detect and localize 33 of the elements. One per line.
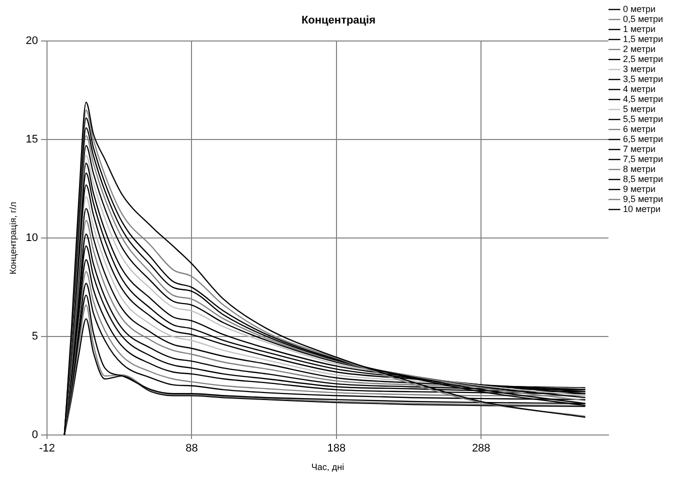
legend-label: 7 метри bbox=[622, 144, 656, 154]
chart-title: Концентрація bbox=[301, 14, 376, 27]
y-tick-label: 0 bbox=[32, 429, 38, 442]
y-axis-title: Концентрація, г/л bbox=[8, 202, 18, 274]
legend-label: 4,5 метри bbox=[622, 94, 663, 104]
legend-label: 3,5 метри bbox=[622, 74, 663, 84]
y-tick-label: 10 bbox=[26, 232, 38, 244]
legend-label: 4 метри bbox=[622, 84, 656, 94]
legend-label: 2 метри bbox=[622, 44, 656, 54]
legend-label: 5,5 метри bbox=[622, 114, 663, 124]
y-tick-label: 15 bbox=[26, 134, 38, 146]
x-tick-label: 188 bbox=[327, 442, 346, 455]
legend-label: 9 метри bbox=[622, 184, 656, 194]
legend-label: 6,5 метри bbox=[622, 134, 663, 144]
legend-label: 1 метри bbox=[622, 24, 656, 34]
legend-label: 6 метри bbox=[622, 124, 656, 134]
legend-label: 10 метри bbox=[622, 204, 660, 214]
x-axis-title: Час, дні bbox=[311, 462, 344, 472]
legend-label: 8 метри bbox=[622, 164, 656, 174]
x-tick-label: 88 bbox=[186, 442, 198, 455]
legend-label: 7,5 метри bbox=[622, 154, 663, 164]
x-tick-label: 288 bbox=[472, 442, 490, 455]
y-tick-label: 20 bbox=[26, 35, 38, 48]
legend-label: 0 метри bbox=[622, 4, 656, 14]
legend-label: 9,5 метри bbox=[622, 194, 663, 204]
legend-label: 5 метри bbox=[622, 104, 656, 114]
y-tick-label: 5 bbox=[32, 330, 38, 343]
legend-label: 0,5 метри bbox=[622, 14, 663, 24]
legend-label: 2,5 метри bbox=[622, 54, 663, 64]
x-tick-label: -12 bbox=[39, 442, 55, 455]
legend-label: 1,5 метри bbox=[622, 34, 663, 44]
legend-label: 3 метри bbox=[622, 64, 656, 74]
legend-label: 8,5 метри bbox=[622, 174, 663, 184]
